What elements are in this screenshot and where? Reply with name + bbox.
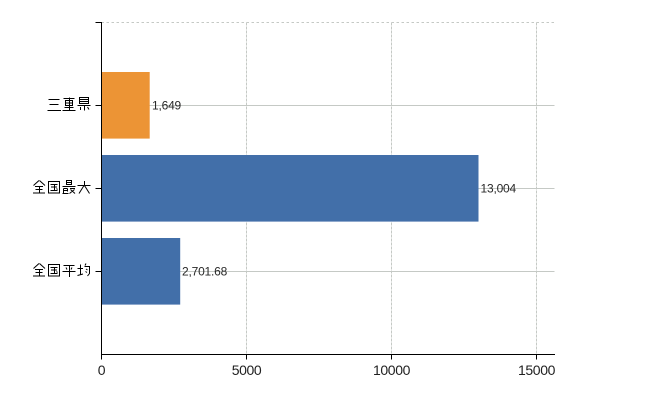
svg-text:13,004: 13,004 [481, 181, 517, 195]
svg-text:1,649: 1,649 [152, 98, 182, 112]
svg-text:0: 0 [98, 362, 106, 378]
svg-text:10000: 10000 [373, 362, 411, 378]
svg-text:5000: 5000 [232, 362, 262, 378]
svg-text:15000: 15000 [518, 362, 556, 378]
svg-text:2,701.68: 2,701.68 [182, 264, 228, 278]
